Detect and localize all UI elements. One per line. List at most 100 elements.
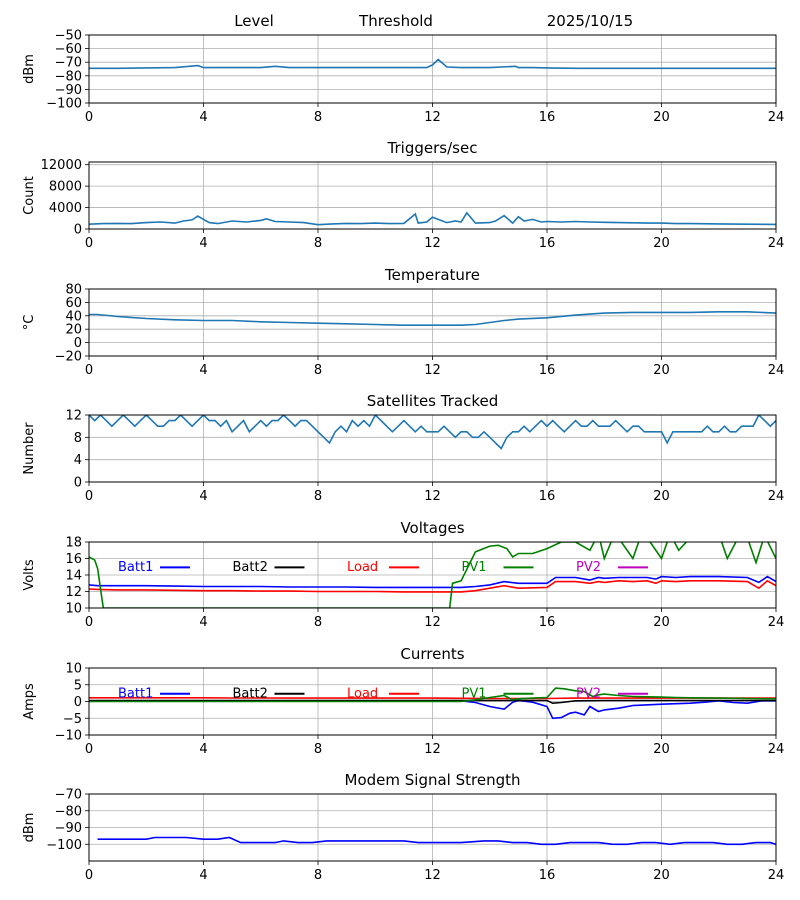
series-line-batt1 — [89, 575, 776, 589]
x-tick-label: 8 — [314, 236, 322, 251]
series-line-load — [89, 696, 776, 700]
x-tick-label: 8 — [314, 742, 322, 757]
legend-label-pv2: PV2 — [576, 686, 601, 701]
x-tick-label: 4 — [199, 110, 207, 125]
x-tick-label: 4 — [199, 236, 207, 251]
y-tick-label: 5 — [74, 678, 82, 693]
y-tick-label: 20 — [65, 323, 82, 338]
y-axis-label: Amps — [22, 683, 37, 720]
x-tick-label: 16 — [539, 615, 556, 630]
x-tick-label: 8 — [314, 868, 322, 883]
y-tick-label: 10 — [65, 662, 82, 677]
x-tick-label: 24 — [768, 868, 785, 883]
y-tick-label: 18 — [65, 536, 82, 551]
y-tick-label: 16 — [65, 552, 82, 567]
y-axis-label: °C — [22, 315, 37, 331]
x-tick-label: 24 — [768, 615, 785, 630]
x-tick-label: 4 — [199, 868, 207, 883]
x-tick-label: 0 — [85, 489, 93, 504]
chart-modem: 0 4 8 12 16 20 24 −70−80 −90 −100 Modem Signal Str… — [22, 771, 784, 883]
y-tick-label: 12000 — [41, 158, 82, 173]
x-tick-label: 16 — [539, 110, 556, 125]
x-tick-label: 24 — [768, 742, 785, 757]
chart-title: Currents — [400, 645, 464, 663]
y-tick-label: 10 — [65, 602, 82, 617]
y-tick-label: 4000 — [49, 201, 82, 216]
threshold-header-label: Threshold — [358, 12, 433, 30]
date-header-label: 2025/10/15 — [547, 12, 633, 30]
x-tick-label: 0 — [85, 742, 93, 757]
x-tick-label: 4 — [199, 363, 207, 378]
series-line-0 — [89, 211, 776, 226]
y-tick-label: 0 — [74, 476, 82, 491]
legend-label-pv1: PV1 — [462, 686, 487, 701]
series-line-pv1 — [89, 687, 776, 703]
level-header-label: Level — [234, 12, 274, 30]
x-tick-label: 24 — [768, 236, 785, 251]
x-tick-label: 8 — [314, 110, 322, 125]
y-axis-label: dBm — [22, 813, 37, 843]
x-tick-label: 4 — [199, 489, 207, 504]
series-line-pv1 — [89, 542, 776, 608]
x-tick-label: 0 — [85, 363, 93, 378]
y-tick-label: 12 — [65, 409, 82, 424]
x-tick-label: 4 — [199, 742, 207, 757]
y-tick-label: −100 — [46, 97, 82, 112]
legend-label-batt1: Batt1 — [118, 560, 153, 575]
y-tick-label: −90 — [55, 83, 82, 98]
y-tick-label: 8000 — [49, 180, 82, 195]
series-line-0 — [89, 415, 776, 450]
y-tick-label: −5 — [63, 712, 82, 727]
chart-level: 0 4 8 12 16 20 24 −50−60−70−80−90−100 dBm — [22, 29, 784, 126]
legend-label-pv1: PV1 — [462, 560, 487, 575]
chart-satellites: 0 4 8 12 16 20 24 0 4 8 12 Satellites Tracked Number — [22, 392, 784, 504]
x-tick-label: 20 — [653, 742, 670, 757]
x-tick-label: 16 — [539, 868, 556, 883]
x-tick-label: 20 — [653, 236, 670, 251]
x-tick-label: 20 — [653, 110, 670, 125]
x-tick-label: 24 — [768, 489, 785, 504]
x-tick-label: 20 — [653, 868, 670, 883]
x-tick-label: 8 — [314, 489, 322, 504]
chart-triggers: 0 4 8 12 16 20 24 0 4000 8000 12000 Triggers/sec Cou… — [22, 139, 784, 251]
y-tick-label: 8 — [74, 431, 82, 446]
y-tick-label: 0 — [74, 223, 82, 238]
y-axis-label: Volts — [22, 559, 37, 591]
y-tick-label: −20 — [55, 350, 82, 365]
legend-label-load: Load — [347, 560, 378, 575]
series-line-batt2 — [89, 699, 776, 705]
y-tick-label: 40 — [65, 309, 82, 324]
x-tick-label: 16 — [539, 363, 556, 378]
x-tick-label: 12 — [424, 742, 441, 757]
series-line-0 — [97, 836, 776, 846]
legend-label-batt2: Batt2 — [233, 686, 268, 701]
x-tick-label: 16 — [539, 742, 556, 757]
chart-title: Satellites Tracked — [367, 392, 498, 410]
x-tick-label: 16 — [539, 489, 556, 504]
x-tick-label: 0 — [85, 110, 93, 125]
y-tick-label: −70 — [55, 56, 82, 71]
x-tick-label: 24 — [768, 110, 785, 125]
legend-label-pv2: PV2 — [576, 560, 601, 575]
y-tick-label: −70 — [55, 788, 82, 803]
legend-label-load: Load — [347, 686, 378, 701]
chart-title: Modem Signal Strength — [345, 771, 521, 789]
x-tick-label: 12 — [424, 615, 441, 630]
x-tick-label: 12 — [424, 236, 441, 251]
series-line-0 — [89, 58, 776, 70]
y-tick-label: 14 — [65, 569, 82, 584]
chart-title: Triggers/sec — [387, 139, 478, 157]
series-line-0 — [89, 310, 776, 327]
y-tick-label: −60 — [55, 42, 82, 57]
chart-title: Temperature — [384, 266, 480, 284]
y-tick-label: 0 — [74, 695, 82, 710]
x-tick-label: 12 — [424, 110, 441, 125]
x-tick-label: 8 — [314, 363, 322, 378]
x-tick-label: 12 — [424, 363, 441, 378]
x-tick-label: 20 — [653, 489, 670, 504]
x-tick-label: 0 — [85, 236, 93, 251]
